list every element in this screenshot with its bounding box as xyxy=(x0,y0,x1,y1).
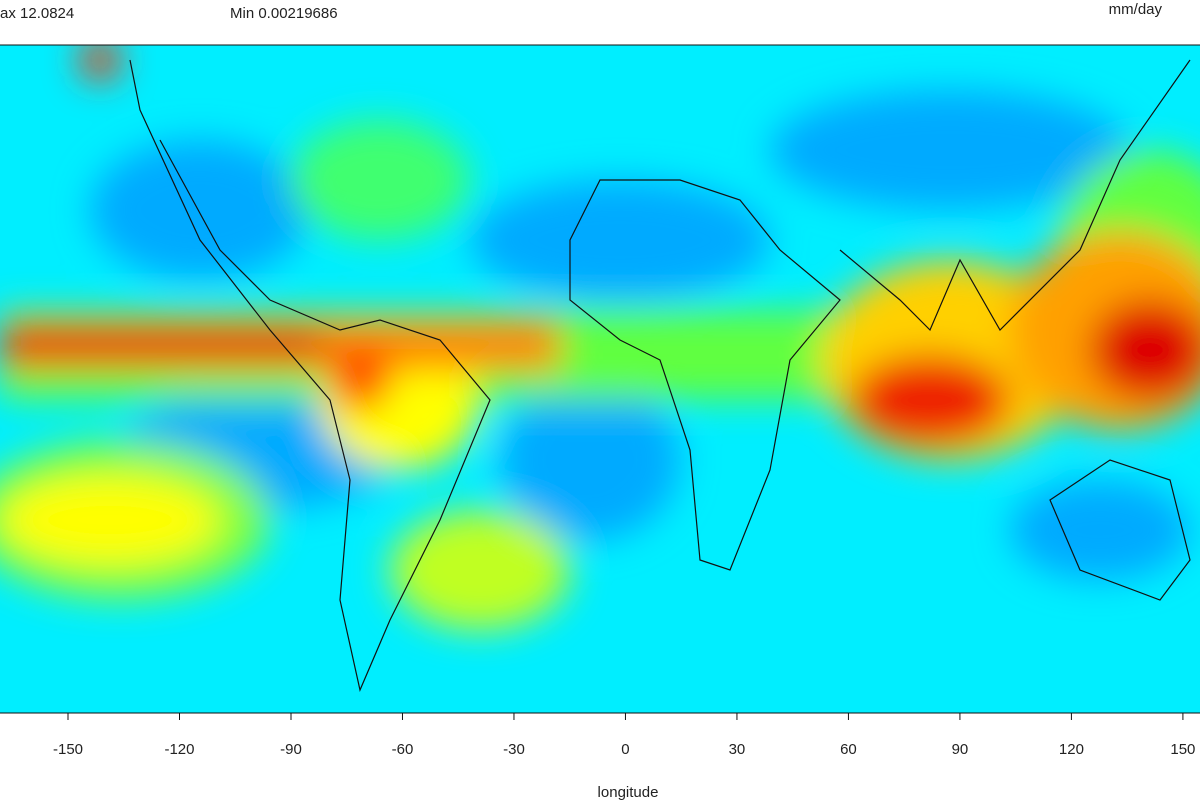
precip-blobs xyxy=(0,45,1200,630)
min-label: Min 0.00219686 xyxy=(230,5,338,22)
units-label: mm/day xyxy=(1109,1,1163,18)
asia-coast xyxy=(839,59,1191,332)
x-tick-label: 60 xyxy=(840,741,857,758)
x-tick-label: 150 xyxy=(1170,741,1195,758)
americas-coast xyxy=(129,59,491,692)
coastlines xyxy=(129,59,1191,692)
precip-field xyxy=(0,45,1200,713)
x-tick-label: 30 xyxy=(729,741,746,758)
x-tick-label: -60 xyxy=(392,741,414,758)
x-tick-label: 90 xyxy=(952,741,969,758)
africa-coast xyxy=(569,179,841,571)
x-tick-label: 0 xyxy=(621,741,629,758)
x-tick-label: 120 xyxy=(1059,741,1084,758)
max-label: ax 12.0824 xyxy=(0,5,74,22)
australia-coast xyxy=(1049,459,1191,601)
x-axis-label: longitude xyxy=(598,784,659,800)
x-tick-label: -150 xyxy=(53,741,83,758)
x-tick-label: -30 xyxy=(503,741,525,758)
x-tick-label: -120 xyxy=(164,741,194,758)
x-tick-label: -90 xyxy=(280,741,302,758)
